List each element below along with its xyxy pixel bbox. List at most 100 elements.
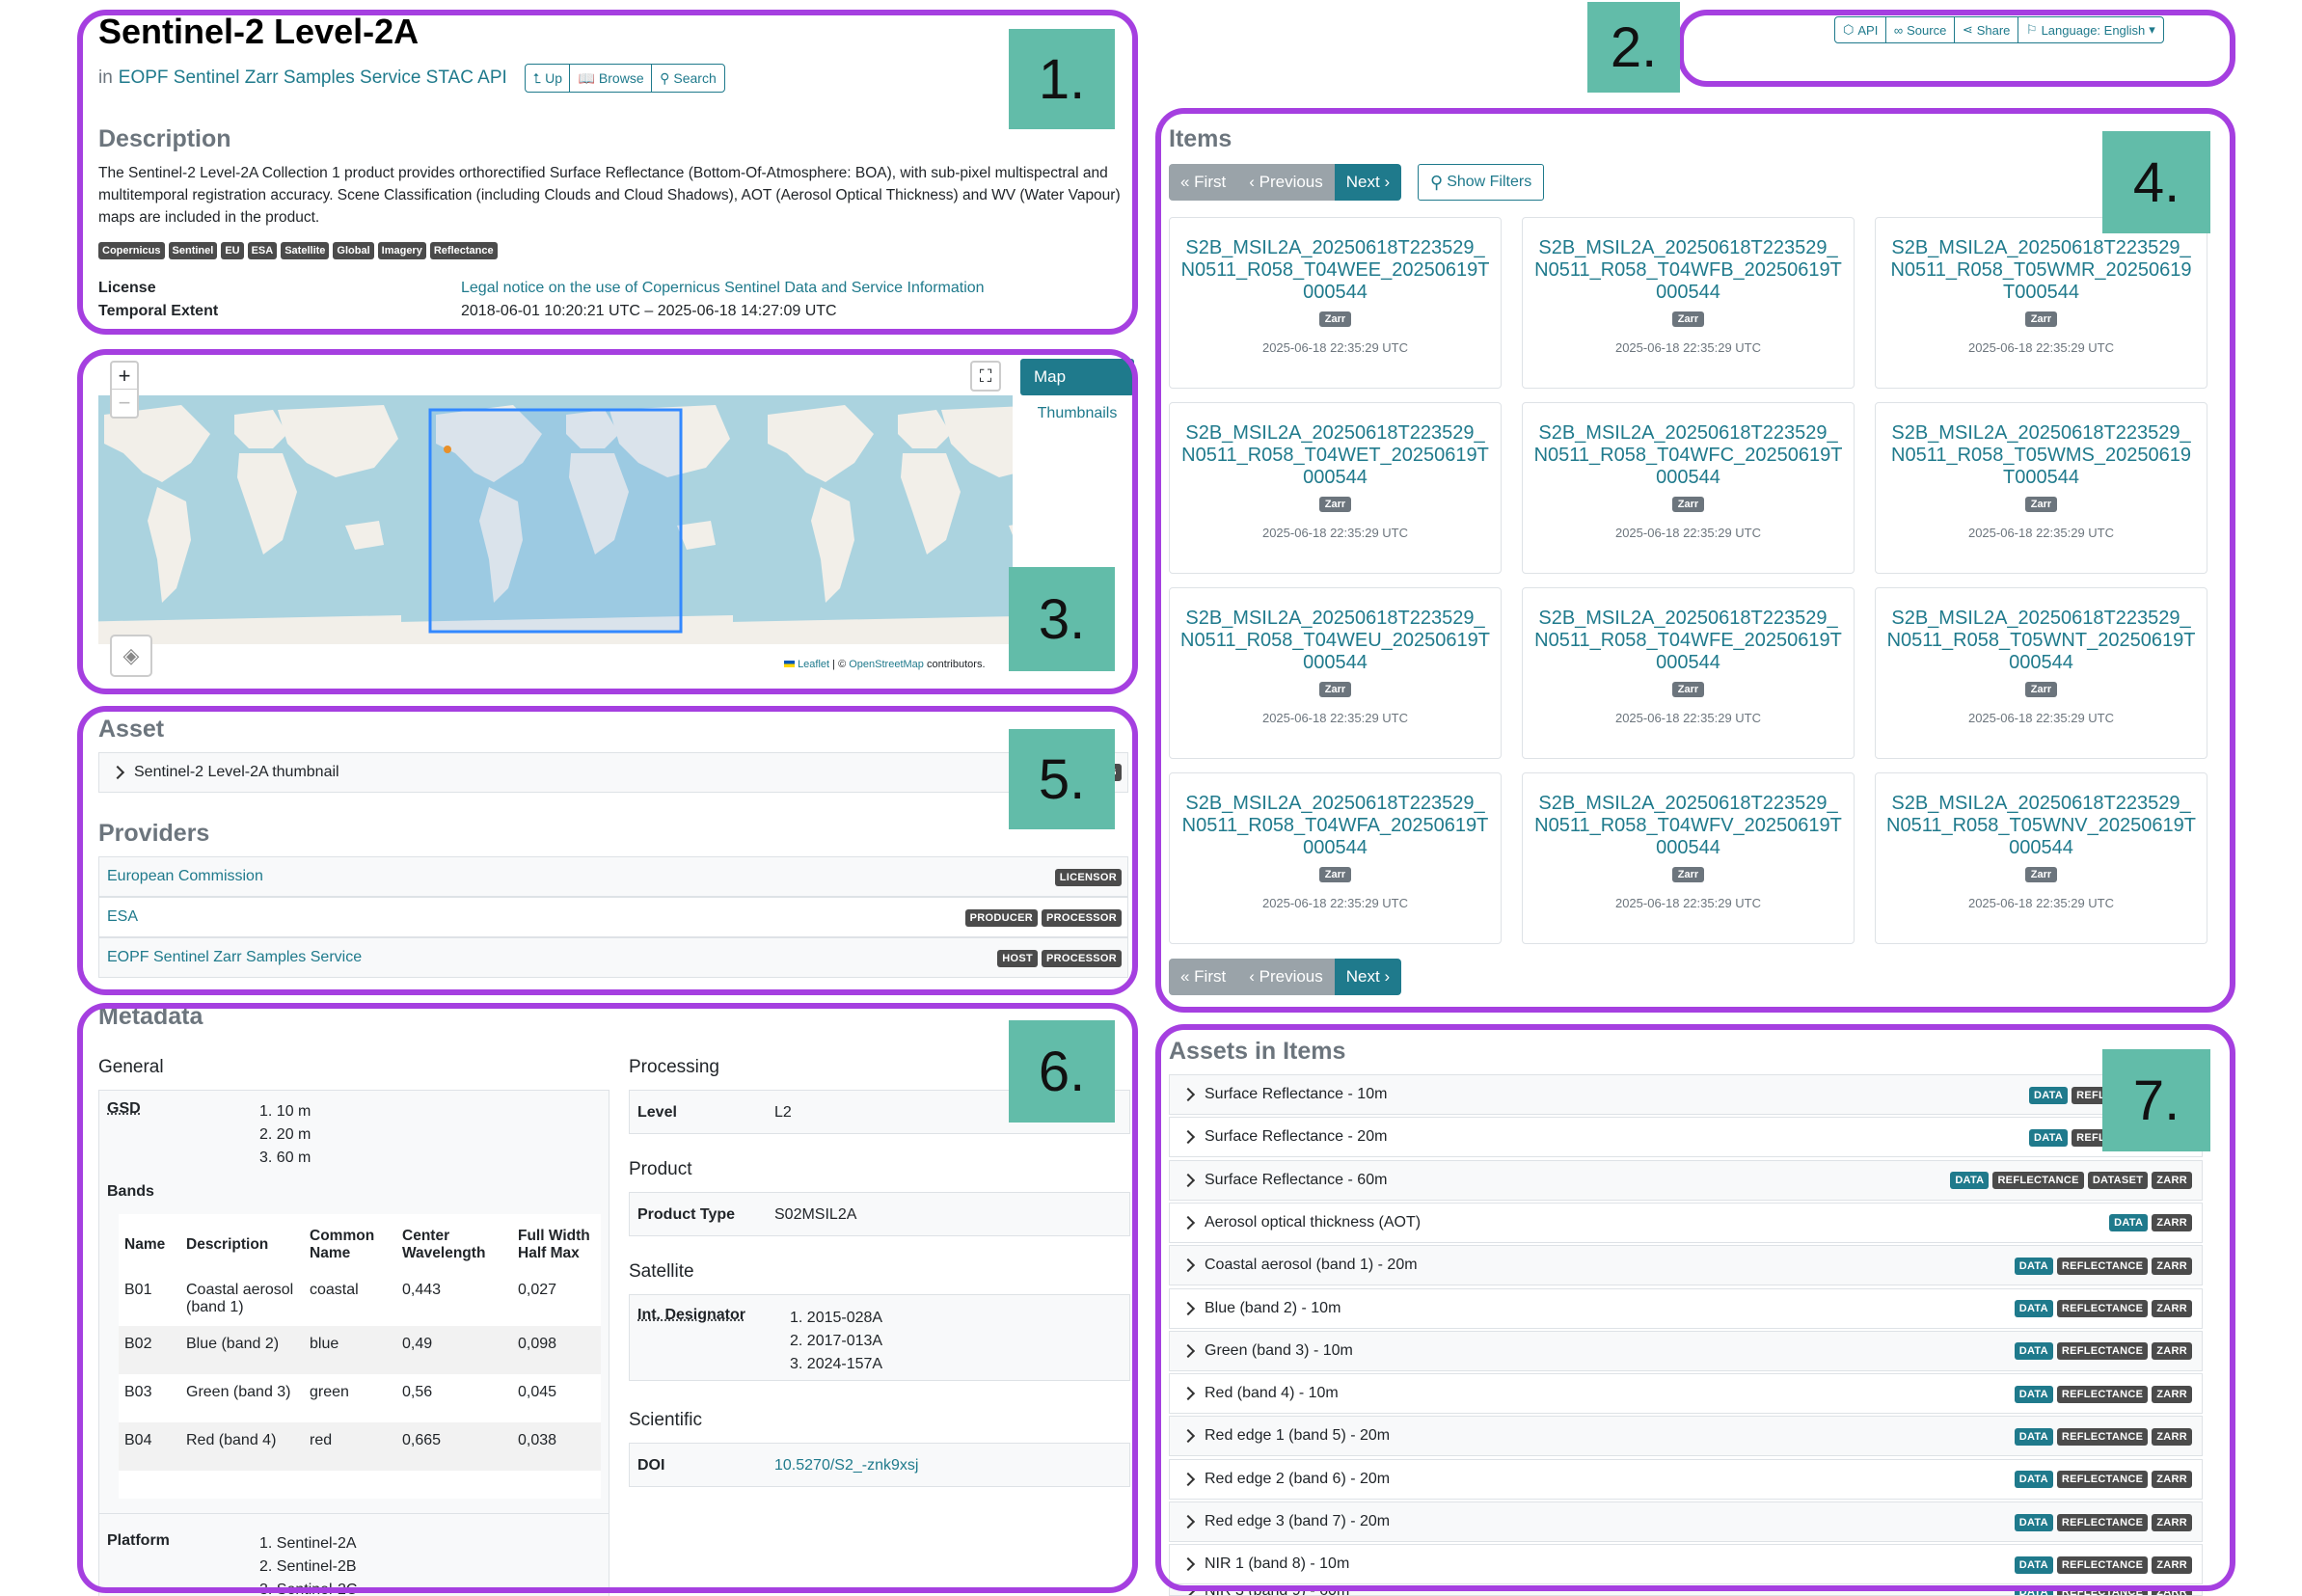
browse-button[interactable]: 📖 Browse [569,64,652,93]
metadata-heading: Metadata [98,1003,203,1031]
level-label: Level [637,1104,677,1122]
processing-heading: Processing [629,1057,719,1078]
item-asset-row[interactable]: Surface Reflectance - 60m DATA REFLECTANCE… [1169,1160,2203,1201]
provider-role-badge: PROCESSOR [1042,950,1122,967]
book-icon: 📖 [578,70,594,87]
keywords: Copernicus Sentinel EU ESA Satellite Global Im… [98,241,501,259]
ukraine-flag-icon [784,661,795,667]
item-card[interactable]: S2B_MSIL2A_20250618T223529_N0511_R058_T0… [1169,217,1502,389]
pager-next-button[interactable]: Next › [1335,959,1401,995]
item-asset-row[interactable]: Red edge 1 (band 5) - 20m DATA REFLECTANCE… [1169,1416,2203,1456]
item-card[interactable]: S2B_MSIL2A_20250618T223529_N0511_R058_T0… [1875,402,2207,574]
temporal-label: Temporal Extent [98,303,218,320]
show-filters-button[interactable]: ⚲ Show Filters [1418,164,1544,201]
zoom-in-button[interactable]: + [112,363,137,390]
item-title-link[interactable]: S2B_MSIL2A_20250618T223529_N0511_R058_T0… [1876,793,2207,859]
world-map[interactable] [98,395,1013,644]
item-title-link[interactable]: S2B_MSIL2A_20250618T223529_N0511_R058_T0… [1523,608,1854,674]
product-heading: Product [629,1159,691,1180]
share-button[interactable]: ⋖ Share [1954,16,2019,43]
item-card[interactable]: S2B_MSIL2A_20250618T223529_N0511_R058_T0… [1522,217,1855,389]
source-button[interactable]: ∞ Source [1885,16,1955,43]
provider-link[interactable]: ESA [107,908,138,926]
up-arrow-icon: ⮤ [533,70,541,87]
provider-link[interactable]: European Commission [107,868,263,885]
platform-values: 1. Sentinel-2A 2. Sentinel-2B 3. Sentinel-… [259,1532,357,1596]
license-link[interactable]: Legal notice on the use of Copernicus Se… [461,280,985,297]
asset-role-badge: DATA [2015,1258,2053,1275]
gsd-values: 1. 10 m 2. 20 m 3. 60 m [259,1100,311,1170]
item-title-link[interactable]: S2B_MSIL2A_20250618T223529_N0511_R058_T0… [1876,422,2207,489]
chevron-right-icon [1181,1344,1195,1358]
item-card[interactable]: S2B_MSIL2A_20250618T223529_N0511_R058_T0… [1522,402,1855,574]
item-asset-row[interactable]: Aerosol optical thickness (AOT) DATA ZARR [1169,1203,2203,1243]
item-card[interactable]: S2B_MSIL2A_20250618T223529_N0511_R058_T0… [1169,587,1502,759]
asset-role-badge: REFLECTANCE [2057,1587,2148,1596]
fullscreen-icon[interactable]: ⛶ [970,361,1001,392]
zoom-out-button[interactable]: − [112,390,137,417]
int-designator-values: 1. 2015-028A 2. 2017-013A 3. 2024-157A [790,1307,882,1376]
item-title-link[interactable]: S2B_MSIL2A_20250618T223529_N0511_R058_T0… [1876,608,2207,674]
item-card[interactable]: S2B_MSIL2A_20250618T223529_N0511_R058_T0… [1875,217,2207,389]
asset-role-badge: REFLECTANCE [2057,1428,2148,1446]
layers-icon[interactable]: ◈ [110,635,152,677]
item-title-link[interactable]: S2B_MSIL2A_20250618T223529_N0511_R058_T0… [1523,793,1854,859]
tab-map[interactable]: Map [1020,359,1134,395]
item-title-link[interactable]: S2B_MSIL2A_20250618T223529_N0511_R058_T0… [1170,793,1501,859]
item-title-link[interactable]: S2B_MSIL2A_20250618T223529_N0511_R058_T0… [1523,237,1854,304]
item-title-link[interactable]: S2B_MSIL2A_20250618T223529_N0511_R058_T0… [1523,422,1854,489]
item-asset-row[interactable]: Green (band 3) - 10m DATA REFLECTANCE ZARR [1169,1331,2203,1371]
annotation-3: 3. [1009,567,1115,671]
item-title-link[interactable]: S2B_MSIL2A_20250618T223529_N0511_R058_T0… [1170,608,1501,674]
pager-first-button[interactable]: « First [1169,959,1237,995]
item-asset-row[interactable]: Red edge 2 (band 6) - 20m DATA REFLECTANCE… [1169,1459,2203,1500]
bands-cell: B01 [119,1272,180,1326]
scientific-heading: Scientific [629,1410,702,1431]
item-card[interactable]: S2B_MSIL2A_20250618T223529_N0511_R058_T0… [1875,772,2207,944]
item-title-link[interactable]: S2B_MSIL2A_20250618T223529_N0511_R058_T0… [1170,422,1501,489]
pager-first-button[interactable]: « First [1169,164,1237,201]
item-asset-row[interactable]: Blue (band 2) - 10m DATA REFLECTANCE ZARR [1169,1288,2203,1329]
doi-link[interactable]: 10.5270/S2_-znk9xsj [774,1457,918,1474]
list-item: 2. Sentinel-2B [259,1555,357,1579]
provider-role-badge: PRODUCER [965,909,1038,927]
asset-thumbnail-row[interactable]: Sentinel-2 Level-2A thumbnail G [98,752,1128,793]
keyword-badge: Satellite [281,242,329,259]
bands-header-cell[interactable]: Name [119,1214,180,1272]
bands-cell: 0,045 [512,1374,601,1422]
provider-row: EOPF Sentinel Zarr Samples Service HOST PR… [98,937,1128,978]
item-asset-row[interactable]: Surface Reflectance - 20mDATAREFLECTANCE… [1169,1117,2203,1157]
pager-previous-button[interactable]: ‹ Previous [1237,164,1335,201]
item-asset-row[interactable]: Red edge 3 (band 7) - 20m DATA REFLECTANCE… [1169,1501,2203,1542]
pager-previous-button[interactable]: ‹ Previous [1237,959,1335,995]
item-card[interactable]: S2B_MSIL2A_20250618T223529_N0511_R058_T0… [1169,772,1502,944]
pager-next-button[interactable]: Next › [1335,164,1401,201]
item-card[interactable]: S2B_MSIL2A_20250618T223529_N0511_R058_T0… [1169,402,1502,574]
leaflet-link[interactable]: Leaflet [798,659,829,670]
item-asset-row[interactable]: NIR 1 (band 8) - 10m DATA REFLECTANCE ZARR [1169,1544,2203,1584]
asset-role-badge: DATA [2015,1342,2053,1360]
item-card[interactable]: S2B_MSIL2A_20250618T223529_N0511_R058_T0… [1522,587,1855,759]
item-asset-row[interactable]: Surface Reflectance - 10mDATAREFLECTANCE… [1169,1074,2203,1115]
item-card[interactable]: S2B_MSIL2A_20250618T223529_N0511_R058_T0… [1875,587,2207,759]
provider-link[interactable]: EOPF Sentinel Zarr Samples Service [107,949,362,966]
up-button[interactable]: ⮤ Up [525,64,571,93]
asset-role-badge: REFLECTANCE [2057,1471,2148,1488]
item-asset-row[interactable]: Red (band 4) - 10m DATA REFLECTANCE ZARR [1169,1373,2203,1414]
asset-role-badge: DATA [2015,1587,2053,1596]
asset-role-badge: DATASET [2088,1172,2148,1189]
asset-role-badge: DATA [1950,1172,1989,1189]
search-button[interactable]: ⚲ Search [651,64,725,93]
item-card[interactable]: S2B_MSIL2A_20250618T223529_N0511_R058_T0… [1522,772,1855,944]
osm-link[interactable]: OpenStreetMap [849,659,924,670]
catalog-link[interactable]: EOPF Sentinel Zarr Samples Service STAC … [119,68,507,89]
item-title-link[interactable]: S2B_MSIL2A_20250618T223529_N0511_R058_T0… [1170,237,1501,304]
tab-thumbnails[interactable]: Thumbnails [1020,405,1134,422]
item-asset-row[interactable]: Coastal aerosol (band 1) - 20m DATA REFLEC… [1169,1245,2203,1285]
item-title-link[interactable]: S2B_MSIL2A_20250618T223529_N0511_R058_T0… [1876,237,2207,304]
item-asset-row[interactable]: NIR 3 (band 9) - 60m DATA REFLECTANCE ZARR [1169,1587,2203,1596]
language-dropdown[interactable]: ⚐ Language: English ▾ [2018,16,2164,43]
asset-role-badge: REFLECTANCE [2057,1258,2148,1275]
asset-role-badge: ZARR [2152,1258,2192,1275]
api-button[interactable]: ⬡ API [1834,16,1886,43]
